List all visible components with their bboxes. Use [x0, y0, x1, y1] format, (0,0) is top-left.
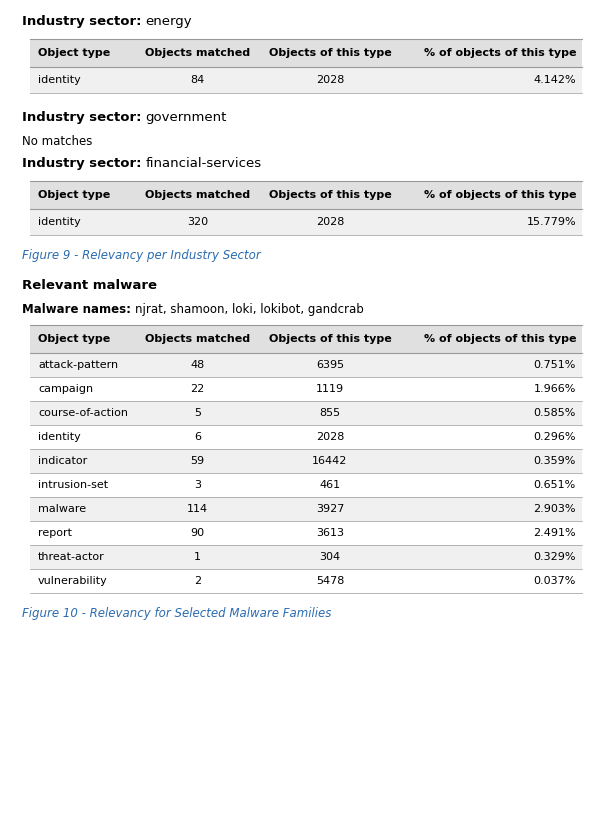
Text: 4.142%: 4.142% [534, 75, 576, 85]
Text: % of objects of this type: % of objects of this type [423, 190, 576, 200]
Text: Figure 10 - Relevancy for Selected Malware Families: Figure 10 - Relevancy for Selected Malwa… [22, 607, 332, 620]
Bar [30, 67, 582, 93]
Text: Malware names:: Malware names: [22, 303, 131, 316]
Text: 84: 84 [190, 75, 204, 85]
Text: Relevant malware: Relevant malware [22, 279, 157, 292]
Bar [30, 425, 582, 449]
Text: 0.359%: 0.359% [534, 456, 576, 466]
Text: 15.779%: 15.779% [527, 217, 576, 227]
Text: energy: energy [145, 15, 192, 28]
Bar [30, 497, 582, 521]
Text: 5: 5 [194, 408, 201, 418]
Text: 0.329%: 0.329% [534, 552, 576, 562]
Text: 48: 48 [190, 360, 204, 370]
Text: 6: 6 [194, 432, 201, 442]
Bar [30, 181, 582, 209]
Text: attack-pattern: attack-pattern [38, 360, 118, 370]
Text: Objects of this type: Objects of this type [269, 190, 391, 200]
Text: No matches: No matches [22, 135, 92, 148]
Text: % of objects of this type: % of objects of this type [423, 48, 576, 58]
Text: njrat, shamoon, loki, lokibot, gandcrab: njrat, shamoon, loki, lokibot, gandcrab [135, 303, 364, 316]
Bar [30, 325, 582, 353]
Text: Objects of this type: Objects of this type [269, 48, 391, 58]
Text: 1119: 1119 [316, 384, 344, 394]
Text: 0.585%: 0.585% [534, 408, 576, 418]
Text: 2028: 2028 [316, 432, 344, 442]
Text: 0.751%: 0.751% [534, 360, 576, 370]
Text: 320: 320 [187, 217, 208, 227]
Bar [30, 521, 582, 545]
Text: 5478: 5478 [316, 576, 344, 586]
Text: financial-services: financial-services [145, 157, 262, 170]
Text: 3927: 3927 [316, 504, 344, 514]
Text: 2028: 2028 [316, 75, 344, 85]
Text: Object type: Object type [38, 48, 110, 58]
Text: Object type: Object type [38, 190, 110, 200]
Text: 461: 461 [319, 480, 340, 490]
Text: 2.491%: 2.491% [534, 528, 576, 538]
Bar [30, 353, 582, 377]
Text: 0.651%: 0.651% [534, 480, 576, 490]
Text: identity: identity [38, 75, 81, 85]
Text: Object type: Object type [38, 334, 110, 344]
Text: Industry sector:: Industry sector: [22, 111, 141, 124]
Text: indicator: indicator [38, 456, 87, 466]
Text: Figure 9 - Relevancy per Industry Sector: Figure 9 - Relevancy per Industry Sector [22, 249, 261, 262]
Text: government: government [145, 111, 227, 124]
Bar [30, 473, 582, 497]
Text: 90: 90 [190, 528, 204, 538]
Text: Objects matched: Objects matched [145, 48, 250, 58]
Text: Objects matched: Objects matched [145, 190, 250, 200]
Bar [30, 39, 582, 67]
Bar [30, 377, 582, 401]
Text: 2: 2 [194, 576, 201, 586]
Bar [30, 569, 582, 593]
Bar [30, 209, 582, 235]
Text: 114: 114 [187, 504, 208, 514]
Bar [30, 545, 582, 569]
Text: 22: 22 [190, 384, 204, 394]
Text: 2028: 2028 [316, 217, 344, 227]
Text: identity: identity [38, 432, 81, 442]
Text: 304: 304 [319, 552, 340, 562]
Text: campaign: campaign [38, 384, 93, 394]
Text: Industry sector:: Industry sector: [22, 157, 141, 170]
Text: 1: 1 [194, 552, 201, 562]
Bar [30, 401, 582, 425]
Text: 0.296%: 0.296% [534, 432, 576, 442]
Text: Objects of this type: Objects of this type [269, 334, 391, 344]
Text: 16442: 16442 [312, 456, 348, 466]
Text: malware: malware [38, 504, 86, 514]
Text: course-of-action: course-of-action [38, 408, 128, 418]
Text: 0.037%: 0.037% [534, 576, 576, 586]
Bar [30, 449, 582, 473]
Text: 3: 3 [194, 480, 201, 490]
Text: 1.966%: 1.966% [534, 384, 576, 394]
Text: Industry sector:: Industry sector: [22, 15, 141, 28]
Text: 2.903%: 2.903% [534, 504, 576, 514]
Text: report: report [38, 528, 72, 538]
Text: 6395: 6395 [316, 360, 344, 370]
Text: vulnerability: vulnerability [38, 576, 108, 586]
Text: 59: 59 [190, 456, 204, 466]
Text: 855: 855 [319, 408, 340, 418]
Text: Objects matched: Objects matched [145, 334, 250, 344]
Text: intrusion-set: intrusion-set [38, 480, 108, 490]
Text: 3613: 3613 [316, 528, 344, 538]
Text: % of objects of this type: % of objects of this type [423, 334, 576, 344]
Text: threat-actor: threat-actor [38, 552, 105, 562]
Text: identity: identity [38, 217, 81, 227]
